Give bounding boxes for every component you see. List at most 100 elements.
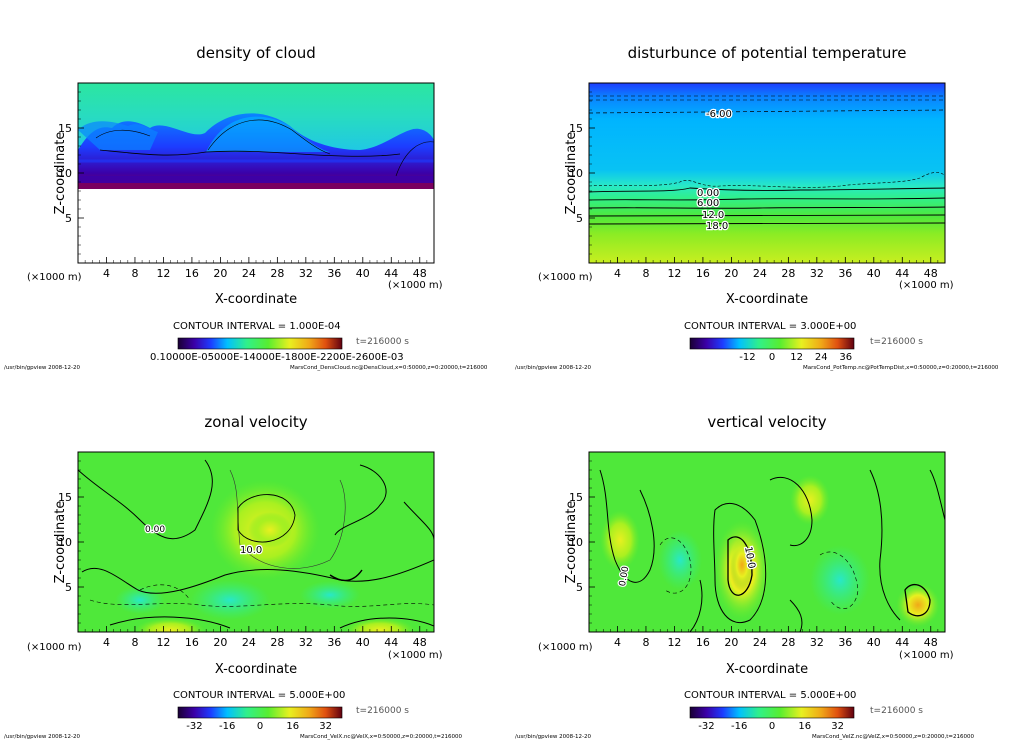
colorbar-ticks: -12 0 12 24 36 [739, 352, 852, 363]
colorbar-tick-label: 0 [257, 721, 263, 732]
y-tick-label: 15 [569, 491, 583, 504]
contour-label: 12.0 [702, 210, 724, 221]
colorbar-ticks: -32 -16 0 16 32 [186, 721, 332, 732]
contour-interval: CONTOUR INTERVAL = 5.000E+00 [173, 690, 345, 701]
contour-interval: CONTOUR INTERVAL = 1.000E-04 [173, 321, 341, 332]
time-label: t=216000 s [356, 706, 409, 716]
x-tick-label: 32 [810, 267, 824, 280]
x-tick-label: 4 [103, 267, 110, 280]
x-tick-label: 44 [384, 636, 398, 649]
y-tick-label: 5 [576, 212, 583, 225]
y-axis-label: Z-coordinate [53, 501, 68, 584]
panel-potential-temperature: disturbunce of potential temperature -6.… [515, 44, 999, 371]
x-unit-right: (×1000 m) [899, 280, 954, 291]
x-axis-ticks: 4 8 12 16 20 24 28 32 36 40 44 48 [595, 626, 939, 649]
y-axis-ticks: 5 10 15 [569, 91, 595, 255]
chart-title: zonal velocity [204, 413, 307, 431]
colorbar [177, 337, 343, 350]
x-tick-label: 20 [213, 636, 227, 649]
colorbar-tick-label: 16 [286, 721, 299, 732]
x-unit-left: (×1000 m) [538, 272, 593, 283]
x-tick-label: 16 [696, 636, 710, 649]
colorbar [689, 337, 855, 350]
x-tick-label: 24 [753, 636, 767, 649]
colorbar-tick-label: -16 [219, 721, 235, 732]
x-tick-label: 12 [156, 267, 170, 280]
x-tick-label: 24 [242, 636, 256, 649]
x-unit-left: (×1000 m) [538, 642, 593, 653]
footer-left: /usr/bin/gpview 2008-12-20 [515, 734, 592, 740]
x-tick-label: 24 [753, 267, 767, 280]
y-axis-ticks: 5 10 15 [58, 460, 84, 624]
y-tick-label: 10 [569, 536, 583, 549]
x-tick-label: 36 [327, 636, 341, 649]
y-tick-label: 5 [576, 581, 583, 594]
y-tick-label: 10 [569, 167, 583, 180]
x-tick-label: 48 [413, 636, 427, 649]
colorbar-tick-label: 0 [769, 721, 775, 732]
x-tick-label: 28 [781, 267, 795, 280]
x-unit-right: (×1000 m) [899, 650, 954, 661]
x-tick-label: 44 [384, 267, 398, 280]
contour-label: 10.0 [240, 545, 262, 556]
colorbar-tick-label: -16 [731, 721, 747, 732]
x-tick-label: 40 [867, 267, 881, 280]
contour-labels: 0.00 10.0 [144, 524, 264, 558]
y-tick-label: 5 [65, 212, 72, 225]
x-tick-label: 48 [413, 267, 427, 280]
x-axis-label: X-coordinate [215, 662, 297, 677]
contour-interval: CONTOUR INTERVAL = 3.000E+00 [684, 321, 856, 332]
contour-labels: 0.00 10.0 [617, 544, 758, 588]
x-axis-ticks: 4 8 12 16 20 24 28 32 36 40 44 48 [595, 257, 939, 280]
colorbar [689, 706, 855, 719]
x-unit-left: (×1000 m) [27, 642, 82, 653]
x-axis-label: X-coordinate [726, 662, 808, 677]
contour-label: 0.00 [618, 565, 631, 587]
x-tick-label: 20 [724, 267, 738, 280]
x-unit-right: (×1000 m) [388, 650, 443, 661]
colorbar-tick-label: 0 [769, 352, 775, 363]
x-tick-label: 36 [327, 267, 341, 280]
x-axis-ticks: 4 8 12 16 20 24 28 32 36 40 44 48 [84, 257, 428, 280]
x-tick-label: 4 [614, 267, 621, 280]
x-tick-label: 20 [213, 267, 227, 280]
x-tick-label: 8 [642, 267, 649, 280]
heatmap-field [589, 83, 945, 263]
x-tick-label: 44 [895, 267, 909, 280]
x-tick-label: 12 [667, 636, 681, 649]
x-tick-label: 44 [895, 636, 909, 649]
chart-title: disturbunce of potential temperature [628, 44, 907, 62]
x-tick-label: 28 [270, 636, 284, 649]
contour-interval: CONTOUR INTERVAL = 5.000E+00 [684, 690, 856, 701]
x-tick-label: 24 [242, 267, 256, 280]
x-tick-label: 16 [185, 267, 199, 280]
footer-left: /usr/bin/gpview 2008-12-20 [515, 365, 592, 371]
chart-title: density of cloud [196, 44, 316, 62]
y-axis-label: Z-coordinate [564, 501, 579, 584]
x-tick-label: 32 [810, 636, 824, 649]
x-tick-label: 16 [696, 267, 710, 280]
y-axis-label: Z-coordinate [53, 132, 68, 215]
footer-left: /usr/bin/gpview 2008-12-20 [4, 734, 81, 740]
y-tick-label: 10 [58, 167, 72, 180]
chart-title: vertical velocity [707, 413, 826, 431]
panel-zonal-velocity: zonal velocity 0.00 10.0 [4, 413, 463, 740]
x-axis-ticks: 4 8 12 16 20 24 28 32 36 40 44 48 [84, 626, 428, 649]
y-axis-ticks: 5 10 15 [569, 460, 595, 624]
y-axis-label: Z-coordinate [564, 132, 579, 215]
y-tick-label: 15 [58, 122, 72, 135]
colorbar [177, 706, 343, 719]
time-label: t=216000 s [870, 337, 923, 347]
x-tick-label: 28 [781, 636, 795, 649]
colorbar-tick-label: 36 [839, 352, 852, 363]
y-tick-label: 15 [569, 122, 583, 135]
panel-density-of-cloud: density of cloud 4 8 12 16 20 24 28 32 36 40 44 48 … [4, 44, 488, 371]
contour-label: 6.00 [697, 198, 719, 209]
colorbar-tick-label: -32 [698, 721, 714, 732]
x-tick-label: 36 [838, 636, 852, 649]
panel-vertical-velocity: vertical velocity 0.00 10.0 [515, 413, 975, 740]
y-tick-label: 5 [65, 581, 72, 594]
x-tick-label: 12 [156, 636, 170, 649]
heatmap-field [78, 452, 434, 632]
